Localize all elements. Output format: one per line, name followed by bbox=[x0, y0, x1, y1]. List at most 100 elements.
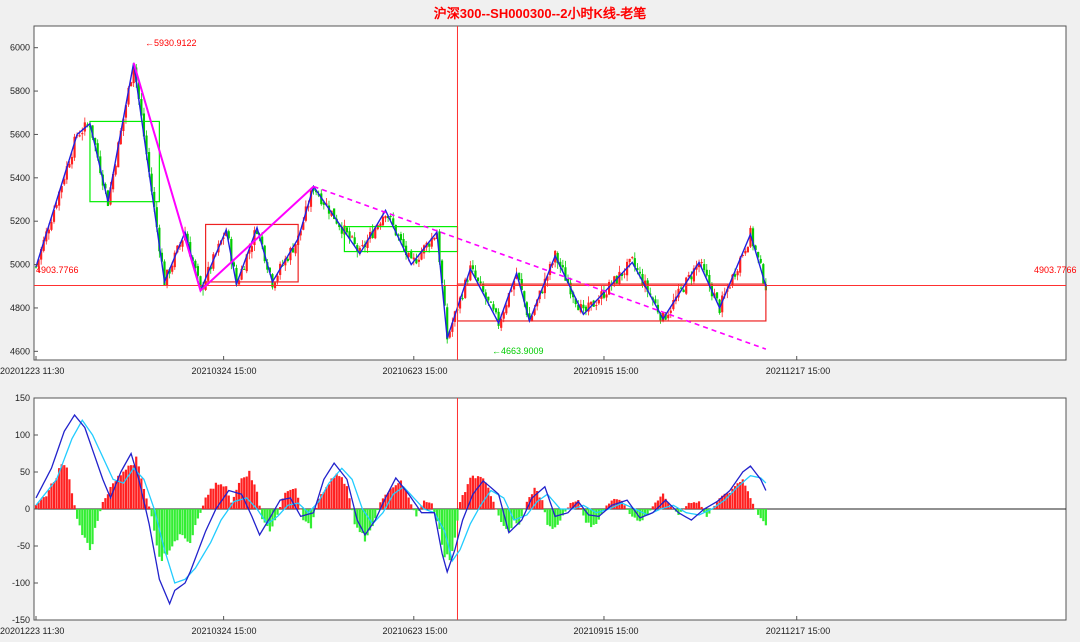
candle-body bbox=[142, 113, 146, 137]
macd-histogram-bar bbox=[754, 509, 757, 510]
candle-body bbox=[299, 230, 302, 236]
macd-histogram-bar bbox=[106, 494, 110, 509]
macd-histogram-bar bbox=[489, 496, 492, 509]
macd-histogram-bar bbox=[412, 509, 415, 511]
candle-body bbox=[307, 206, 310, 208]
candle-body bbox=[284, 258, 287, 266]
macd-histogram-bar bbox=[592, 509, 595, 525]
macd-histogram-bar bbox=[512, 509, 516, 521]
candle-body bbox=[659, 313, 662, 321]
candle-body bbox=[168, 269, 171, 274]
candle-body bbox=[628, 258, 631, 263]
candle-body bbox=[132, 66, 135, 84]
macd-histogram-bar bbox=[638, 509, 642, 522]
candle-body bbox=[507, 293, 510, 307]
candle-body bbox=[353, 237, 356, 244]
candle-body bbox=[584, 306, 588, 312]
macd-histogram-bar bbox=[464, 492, 467, 509]
candle-body bbox=[338, 223, 341, 228]
candle-body bbox=[371, 230, 374, 238]
macd-histogram-bar bbox=[651, 506, 654, 509]
macd-histogram-bar bbox=[525, 501, 528, 509]
candle-body bbox=[561, 265, 564, 268]
macd-histogram-bar bbox=[505, 509, 508, 529]
macd-histogram-bar bbox=[86, 509, 89, 543]
macd-histogram-bar bbox=[723, 493, 726, 509]
macd-histogram-bar bbox=[99, 509, 102, 512]
macd-histogram-bar bbox=[366, 509, 369, 536]
macd-histogram-bar bbox=[757, 509, 760, 515]
macd-histogram-bar bbox=[728, 492, 731, 509]
macd-histogram-bar bbox=[117, 475, 120, 509]
candle-body bbox=[484, 292, 487, 299]
candle-body bbox=[762, 264, 765, 284]
candle-body bbox=[489, 301, 492, 303]
macd-histogram-bar bbox=[672, 508, 675, 509]
candle-body bbox=[171, 265, 174, 272]
macd-histogram-bar bbox=[605, 505, 608, 509]
candle-body bbox=[248, 249, 251, 254]
macd-y-tick-label: -50 bbox=[17, 541, 30, 551]
candle-body bbox=[402, 239, 405, 248]
candle-body bbox=[404, 245, 408, 256]
macd-histogram-bar bbox=[502, 509, 505, 526]
macd-histogram-bar bbox=[705, 509, 708, 517]
price-panel-frame bbox=[33, 25, 1067, 361]
macd-y-tick-label: 100 bbox=[15, 430, 30, 440]
candle-body bbox=[94, 138, 97, 145]
candle-body bbox=[759, 258, 762, 263]
candle-body bbox=[690, 276, 693, 280]
macd-histogram-bar bbox=[104, 498, 107, 509]
candle-body bbox=[145, 135, 148, 155]
candle-body bbox=[407, 252, 410, 258]
macd-histogram-bar bbox=[561, 509, 564, 516]
macd-histogram-bar bbox=[140, 478, 143, 509]
macd-histogram-bar bbox=[410, 504, 413, 509]
macd-histogram-bar bbox=[466, 484, 469, 509]
candle-body bbox=[744, 251, 747, 254]
macd-histogram-bar bbox=[500, 509, 503, 523]
macd-histogram-bar bbox=[163, 509, 166, 554]
candle-body bbox=[150, 173, 153, 192]
macd-histogram-bar bbox=[73, 505, 76, 509]
candle-body bbox=[153, 191, 156, 207]
macd-histogram-bar bbox=[281, 498, 284, 509]
macd-histogram-bar bbox=[70, 493, 74, 509]
macd-histogram-bar bbox=[584, 509, 588, 523]
macd-y-tick-label: -100 bbox=[12, 578, 30, 588]
macd-histogram-bar bbox=[739, 482, 742, 509]
macd-histogram-bar bbox=[333, 477, 336, 509]
candle-body bbox=[482, 284, 485, 292]
macd-histogram-bar bbox=[746, 491, 749, 509]
candle-body bbox=[430, 237, 433, 247]
candle-body bbox=[751, 228, 755, 247]
macd-histogram-bar bbox=[479, 476, 482, 509]
macd-histogram-bar bbox=[654, 502, 657, 509]
candle-body bbox=[464, 279, 467, 298]
candle-body bbox=[276, 275, 279, 282]
candle-body bbox=[590, 301, 593, 305]
macd-histogram-bar bbox=[703, 509, 706, 513]
macd-histogram-bar bbox=[759, 509, 762, 519]
macd-histogram-bar bbox=[345, 486, 349, 509]
candle-body bbox=[587, 302, 590, 312]
macd-y-tick-label: 50 bbox=[20, 467, 30, 477]
candle-body bbox=[37, 259, 40, 267]
macd-x-tick-label: 20210324 15:00 bbox=[191, 626, 256, 636]
macd-histogram-bar bbox=[415, 509, 418, 517]
candle-body bbox=[366, 239, 369, 248]
candle-body bbox=[361, 245, 364, 247]
macd-histogram-bar bbox=[546, 509, 549, 525]
macd-histogram-bar bbox=[325, 487, 328, 509]
macd-histogram-bar bbox=[649, 509, 652, 511]
macd-histogram-bar bbox=[227, 495, 230, 509]
candle-body bbox=[351, 236, 354, 238]
macd-histogram-bar bbox=[749, 498, 752, 509]
macd-histogram-bar bbox=[158, 509, 161, 557]
candle-body bbox=[543, 278, 546, 294]
candle-body bbox=[196, 266, 200, 276]
macd-histogram-bar bbox=[708, 509, 711, 514]
candle-body bbox=[608, 281, 611, 295]
candle-body bbox=[417, 259, 421, 262]
candle-body bbox=[494, 308, 498, 313]
